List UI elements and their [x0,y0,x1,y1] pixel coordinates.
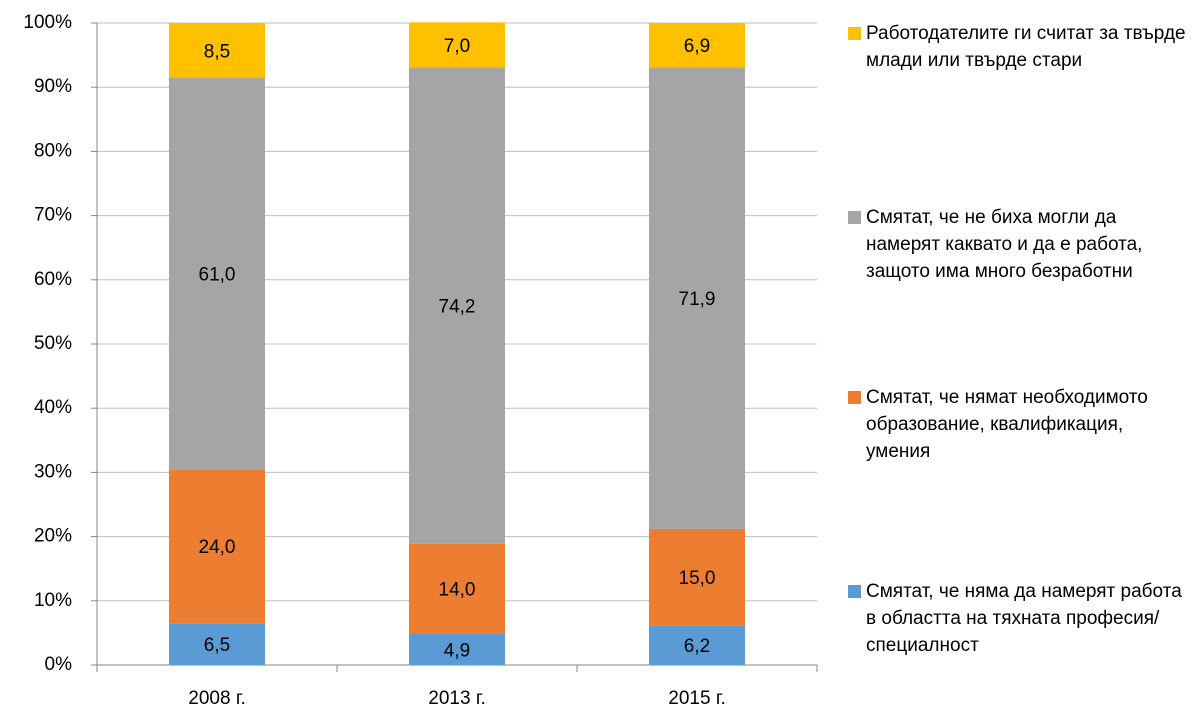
legend-label: Смятат, че няма да намерят работа в обла… [866,581,1182,656]
y-tick-label: 60% [34,269,72,290]
value-label: 7,0 [444,36,470,57]
y-tick-label: 40% [34,397,72,418]
value-label: 6,2 [684,636,710,657]
bar-segment [409,633,505,665]
legend-item: Смятат, че не биха могли да намерят какв… [848,204,1188,285]
legend-swatch [848,211,861,224]
y-tick-label: 10% [34,590,72,611]
y-tick-label: 100% [23,12,72,33]
y-tick-label: 50% [34,333,72,354]
legend-label: Смятат, че не биха могли да намерят какв… [866,207,1143,282]
y-tick-label: 90% [34,76,72,97]
legend-item: Работодателите ги считат за твърде млади… [848,20,1188,74]
bar-segment [649,67,745,529]
x-tick-label: 2013 г. [428,688,485,709]
bar-segment [649,528,745,626]
legend-swatch [848,27,861,40]
legend-item: Смятат, че няма да намерят работа в обла… [848,578,1188,659]
y-tick-label: 0% [45,654,73,675]
legend-item: Смятат, че нямат необходимото образовани… [848,384,1188,465]
bar-segment [169,469,265,624]
y-tick-label: 20% [34,526,72,547]
legend-label: Смятат, че нямат необходимото образовани… [866,387,1148,462]
legend-swatch [848,585,861,598]
value-label: 4,9 [444,640,470,661]
bar-segment [169,23,265,78]
y-tick-label: 80% [34,140,72,161]
bar-segment [409,543,505,634]
value-label: 24,0 [199,537,236,558]
value-label: 6,9 [684,36,710,57]
value-label: 8,5 [204,41,230,62]
bar-segment [169,623,265,665]
bar-segment [409,22,505,68]
value-label: 71,9 [679,289,716,310]
bar-segment [649,23,745,68]
value-label: 6,5 [204,635,230,656]
value-label: 61,0 [199,264,236,285]
x-tick-label: 2015 г. [668,688,725,709]
y-tick-label: 30% [34,461,72,482]
x-tick-label: 2008 г. [188,688,245,709]
value-label: 15,0 [679,568,716,589]
y-tick-label: 70% [34,205,72,226]
legend-swatch [848,391,861,404]
value-label: 14,0 [439,580,476,601]
bar-segment [169,77,265,470]
legend-label: Работодателите ги считат за твърде млади… [866,23,1186,71]
bar-segment [649,625,745,665]
value-label: 74,2 [439,296,476,317]
bar-segment [409,67,505,544]
